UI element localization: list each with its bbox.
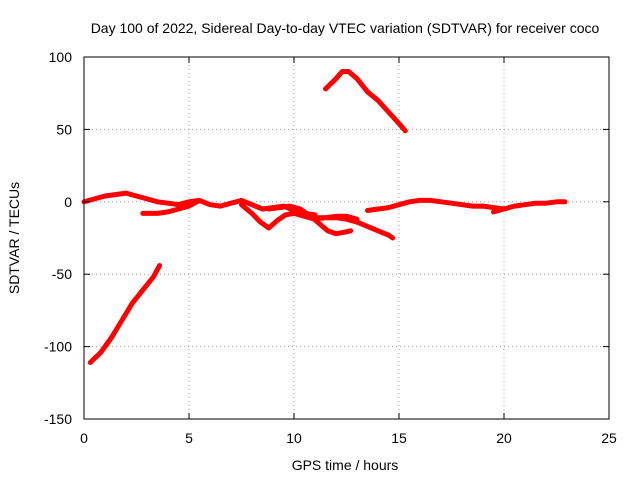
series-line-arc-mid-d [302,212,396,241]
series-line-arc-rise [323,69,408,134]
series-line-arc-late [365,197,507,213]
y-tick-label: 0 [64,194,72,210]
plot-frame [83,56,610,420]
grid [84,57,609,419]
axis-ticks: 0 5 10 15 20 25 -150 -100 -50 0 50 100 [44,49,617,446]
series-line-arc-mid-a [140,197,202,216]
x-tick-label: 15 [391,430,407,446]
y-axis-label: SDTVAR / TECUs [6,182,22,294]
y-tick-label: -50 [52,266,72,282]
series-line-arc-baseline [81,190,318,218]
y-tick-label: 100 [49,49,73,65]
chart-title: Day 100 of 2022, Sidereal Day-to-day VTE… [91,20,600,36]
y-tick-label: -150 [44,411,72,427]
x-axis-label: GPS time / hours [292,457,399,473]
y-tick-label: 50 [56,121,72,137]
series-line-arc-end [491,199,568,215]
x-tick-label: 5 [185,430,193,446]
series-layer [81,69,568,365]
x-tick-label: 10 [286,430,302,446]
y-tick-label: -100 [44,339,72,355]
series-line-arc-descend [87,263,163,365]
x-tick-label: 20 [496,430,512,446]
x-tick-label: 25 [601,430,617,446]
x-tick-label: 0 [80,430,88,446]
